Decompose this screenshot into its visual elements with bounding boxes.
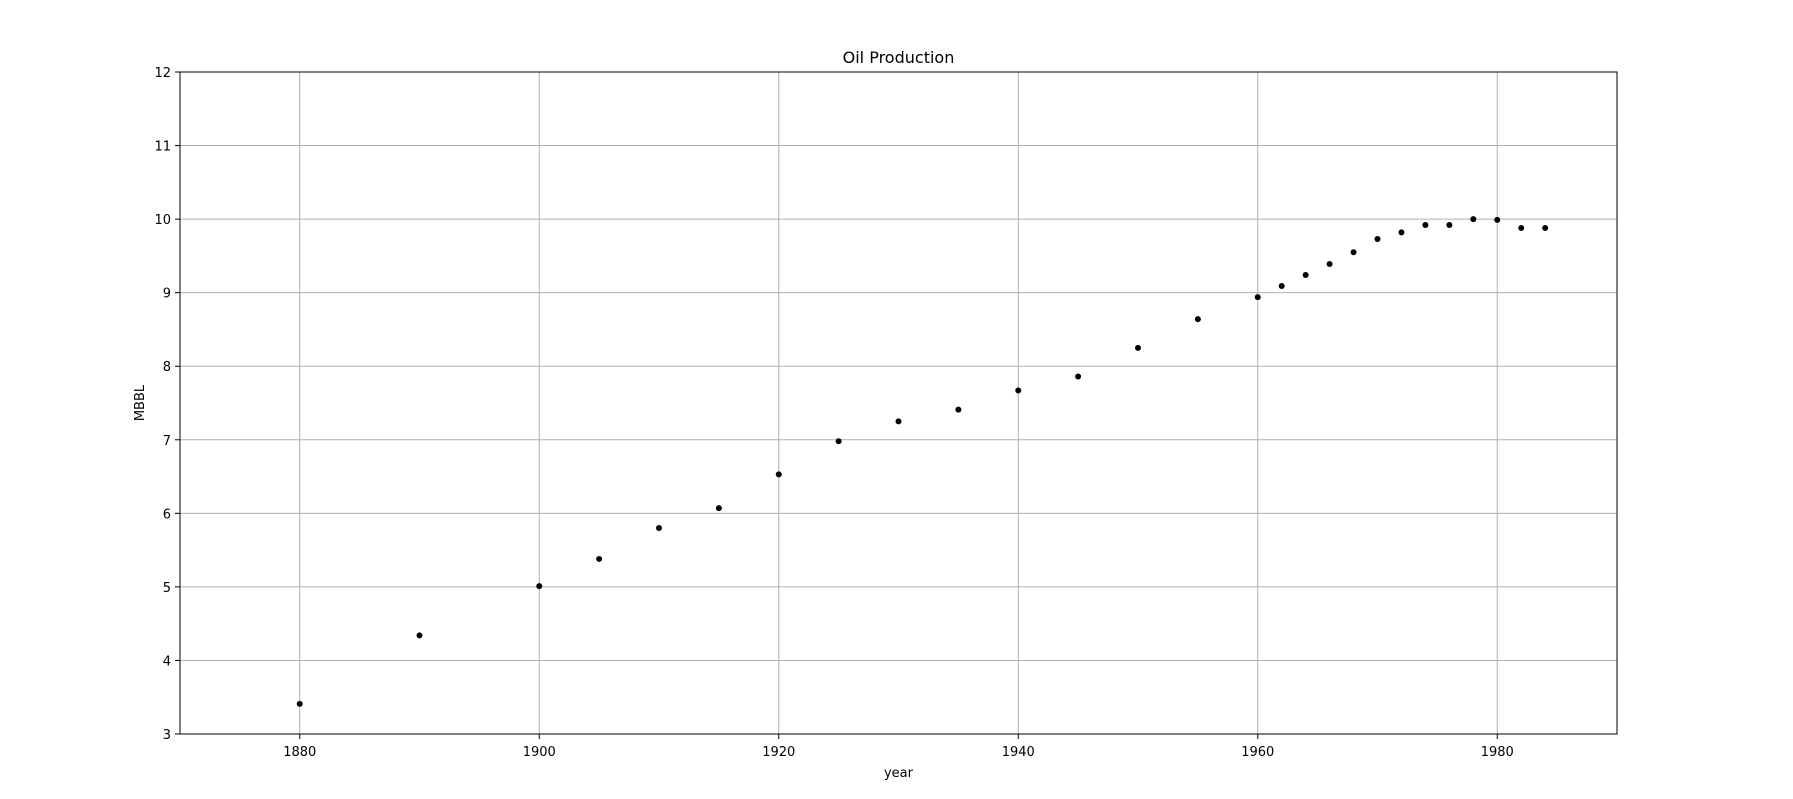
data-point [895,418,902,425]
data-point [1446,221,1453,228]
y-tick-label: 3 [163,728,171,743]
x-tick-label: 1900 [523,745,556,760]
y-axis-ticks: 3 4 5 6 7 8 9 10 11 12 [154,66,180,743]
y-tick-label: 10 [154,213,171,228]
data-point [416,632,423,639]
y-tick-label: 5 [163,581,171,596]
y-tick-label: 12 [154,66,171,81]
data-point [715,505,722,512]
x-tick-label: 1880 [283,745,316,760]
plot-frame [179,71,1618,735]
data-point [1374,235,1381,242]
x-tick-label: 1940 [1002,745,1035,760]
data-point [1302,272,1309,279]
data-point [955,406,962,413]
data-point [596,555,603,562]
data-point [1135,344,1141,351]
x-axis-label: year [884,766,914,781]
data-point [1470,216,1477,223]
grid [180,71,1617,735]
chart-title: Oil Production [843,48,955,67]
y-tick-label: 6 [163,507,171,522]
x-tick-label: 1960 [1241,745,1274,760]
data-point [1350,249,1357,256]
data-point [1278,283,1285,290]
y-tick-label: 11 [154,140,171,155]
y-axis-label: MBBL [133,384,148,421]
data-point [296,700,303,707]
data-point [1542,224,1549,231]
data-point [835,438,842,445]
data-point [1075,373,1082,380]
data-point [1326,260,1333,267]
data-point [775,471,782,478]
x-tick-label: 1920 [762,745,795,760]
y-tick-label: 4 [163,654,171,669]
data-point [1518,224,1525,231]
data-point [1494,216,1501,223]
data-points [296,216,1549,707]
y-tick-label: 7 [163,434,171,449]
y-tick-label: 9 [163,287,171,302]
data-point [536,583,543,590]
y-tick-label: 8 [163,360,171,375]
data-point [1194,316,1201,323]
data-point [1254,294,1261,301]
x-axis-ticks: 1880 1900 1920 1940 1960 1980 [283,734,1514,760]
x-tick-label: 1980 [1481,745,1514,760]
data-point [1398,229,1405,236]
data-point [1422,221,1429,228]
data-point [656,525,662,532]
data-point [1015,387,1022,394]
